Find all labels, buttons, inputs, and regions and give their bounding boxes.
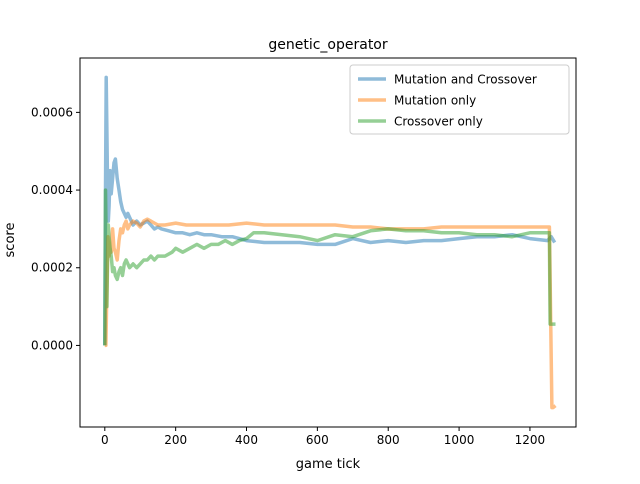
legend-label-1: Mutation and Crossover	[394, 73, 537, 87]
series-line-1	[103, 75, 557, 346]
series-line-2	[104, 217, 557, 410]
legend: Mutation and Crossover Mutation only Cross…	[349, 64, 570, 135]
legend-label-2: Mutation only	[394, 94, 476, 108]
legend-box	[349, 64, 570, 135]
x-tick-label: 800	[377, 433, 400, 447]
y-tick-label: 0.0002	[31, 261, 73, 275]
y-tick-label: 0.0000	[31, 338, 73, 352]
y-tick-label: 0.0004	[31, 183, 73, 197]
x-tick-label: 1200	[515, 433, 546, 447]
legend-label-3: Crossover only	[394, 115, 483, 129]
x-tick-label: 400	[235, 433, 258, 447]
x-axis-ticks: 0 200 400 600 800 1000 1200	[101, 427, 545, 447]
x-axis-label: game tick	[296, 457, 361, 472]
chart-title: genetic_operator	[268, 37, 388, 53]
axes-frame	[79, 57, 577, 428]
y-tick-label: 0.0006	[31, 105, 73, 119]
x-tick-label: 1000	[444, 433, 475, 447]
x-tick-label: 600	[306, 433, 329, 447]
x-tick-label: 0	[101, 433, 109, 447]
x-tick-label: 200	[164, 433, 187, 447]
y-axis-label: score	[3, 223, 18, 258]
y-axis-ticks: 0.0000 0.0002 0.0004 0.0006	[31, 105, 80, 352]
plot-series	[103, 75, 557, 410]
series-line-3	[103, 188, 556, 346]
